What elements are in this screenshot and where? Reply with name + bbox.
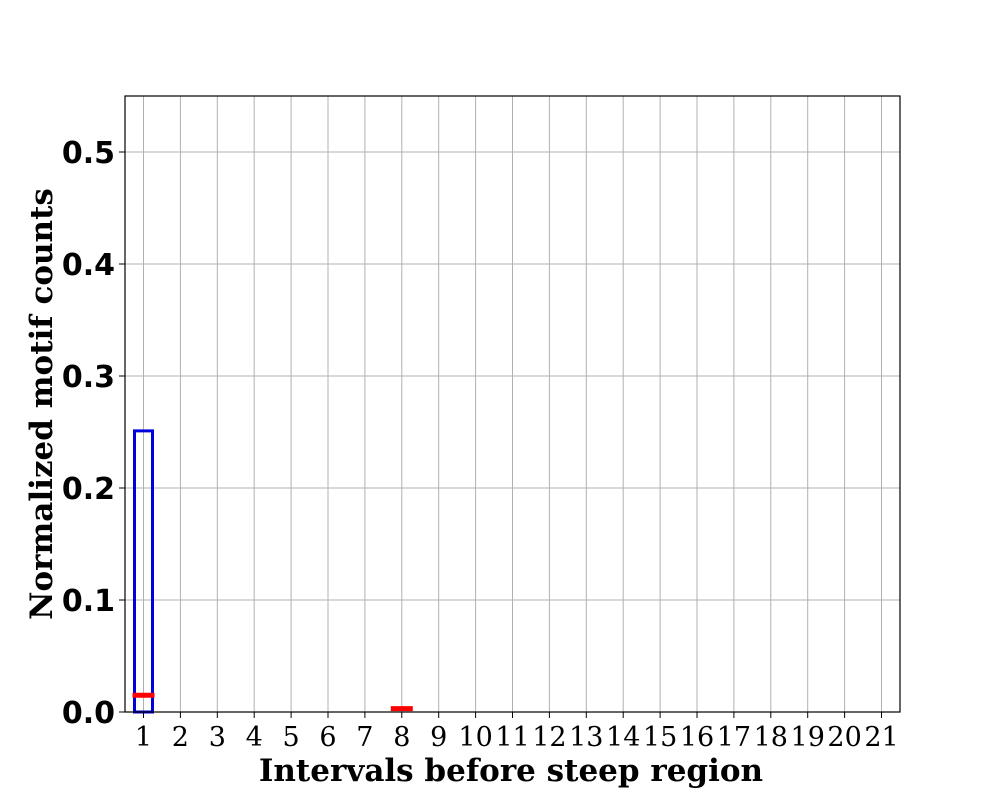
- y-tick-label: 0.3: [62, 360, 115, 395]
- y-tick-label: 0.4: [62, 248, 115, 283]
- x-tick-label: 2: [172, 722, 189, 753]
- x-axis-label: Intervals before steep region: [259, 753, 763, 789]
- y-axis-label: Normalized motif counts: [24, 188, 60, 620]
- x-tick-label: 9: [430, 722, 447, 753]
- y-tick-label: 0.0: [62, 696, 115, 731]
- x-tick-label: 19: [791, 722, 825, 753]
- y-tick-label: 0.2: [62, 472, 115, 507]
- x-tick-label: 8: [393, 722, 410, 753]
- y-ticks: 0.0 0.1 0.2 0.3 0.4 0.5: [62, 136, 125, 731]
- x-tick-label: 7: [356, 722, 373, 753]
- markers: [132, 692, 413, 712]
- x-tick-label: 17: [717, 722, 751, 753]
- x-tick-label: 16: [680, 722, 714, 753]
- x-ticks: 1 2 3 4 5 6 7 8 9 10 11 12 13 14 15 16 17 18 19 20 21: [135, 712, 899, 753]
- y-tick-label: 0.1: [62, 584, 115, 619]
- x-tick-label: 14: [606, 722, 640, 753]
- x-tick-label: 5: [283, 722, 300, 753]
- x-tick-label: 4: [246, 722, 263, 753]
- x-tick-label: 20: [827, 722, 861, 753]
- y-tick-label: 0.5: [62, 136, 115, 171]
- x-tick-label: 13: [569, 722, 603, 753]
- x-tick-label: 21: [864, 722, 898, 753]
- x-tick-label: 3: [209, 722, 226, 753]
- x-tick-label: 6: [319, 722, 336, 753]
- x-tick-label: 15: [643, 722, 677, 753]
- x-tick-label: 18: [754, 722, 788, 753]
- x-tick-label: 1: [135, 722, 152, 753]
- x-tick-label: 12: [532, 722, 566, 753]
- grid: [125, 96, 900, 713]
- x-tick-label: 11: [495, 722, 529, 753]
- x-tick-label: 10: [458, 722, 492, 753]
